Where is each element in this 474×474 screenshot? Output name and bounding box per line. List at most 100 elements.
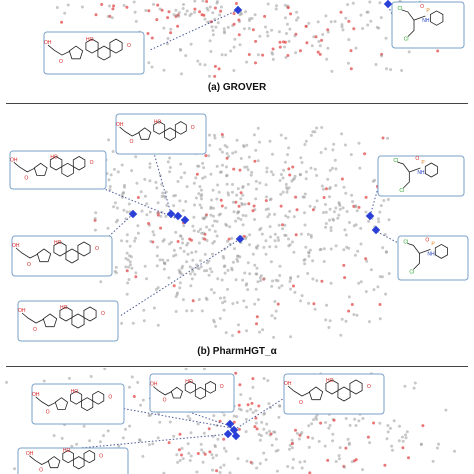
scatter-point-red [239,191,243,195]
scatter-point-gray [213,229,217,233]
ring-bond [170,386,183,399]
scatter-point-gray [288,443,292,447]
ring-bond [83,306,97,322]
scatter-point-gray [200,197,203,201]
molecule-card-phosphoramide-b2: PO NH Cl Cl [397,235,469,281]
scatter-point-gray [338,446,342,450]
scatter-point-gray [344,319,348,323]
scatter-point-gray [380,54,384,58]
scatter-point-gray [208,74,211,78]
scatter-point-gray [293,174,297,178]
scatter-point-gray [336,216,340,220]
scatter-point-gray [255,466,259,470]
leader-line [79,433,231,449]
scatter-point-red [339,10,343,14]
scatter-point-gray [352,313,356,317]
scatter-point-gray [357,141,361,145]
scatter-point-red [167,10,171,14]
scatter-point-gray [292,215,296,219]
scatter-point-gray [231,302,235,306]
molecule-box [377,155,465,197]
scatter-point-gray [240,12,244,16]
scatter-point-gray [337,454,341,458]
scatter-point-gray [226,191,230,195]
scatter-point-gray [248,243,251,247]
atom-label: OH [12,243,20,249]
molecule-box [31,383,125,425]
scatter-point-gray [209,213,213,217]
scatter-point-gray [346,3,350,6]
scatter-point-gray [185,309,189,313]
scatter-point-gray [181,237,184,241]
scatter-point-gray [166,258,170,262]
atom-label: O [101,311,105,317]
scatter-point-gray [232,414,236,418]
scatter-point-red [237,33,241,37]
scatter-point-gray [128,385,131,389]
scatter-point-gray [219,5,223,9]
scatter-point-gray [167,276,171,280]
atom-label: O [24,176,28,182]
scatter-point-gray [319,151,323,154]
scatter-point-gray [132,0,136,4]
scatter-point-gray [274,309,278,313]
scatter-point-gray [355,209,359,213]
scatter-point-gray [385,67,388,71]
atom-label: Cl [404,37,409,43]
scatter-point-gray [382,199,386,202]
chain-1 [407,243,431,254]
scatter-point-gray [333,158,337,162]
scatter-point-gray [147,61,151,65]
scatter-point-gray [307,301,311,305]
scatter-point-gray [264,252,268,256]
scatter-point-red [289,12,293,16]
scatter-point-red [366,435,370,439]
scatter-point-gray [234,150,238,154]
scatter-point-gray [404,433,407,437]
atom-label: HO [54,240,62,246]
scatter-point-gray [212,318,216,322]
scatter-point-gray [225,165,228,169]
atom-label: O [95,246,99,252]
scatter-point-gray [347,246,351,250]
scatter-point-gray [329,229,333,233]
scatter-point-gray [121,191,125,195]
scatter-point-gray [268,139,272,143]
scatter-point-gray [188,417,192,421]
scatter-point-red [291,165,295,169]
scatter-point-gray [313,205,317,209]
scatter-point-gray [217,190,221,194]
highlighted-point [180,215,190,225]
scatter-point-gray [228,225,232,229]
scatter-point-gray [284,16,287,20]
scatter-point-red [286,54,290,57]
scatter-point-gray [218,147,222,151]
ring-bond [153,121,166,135]
scatter-point-gray [136,380,140,384]
scatter-point-gray [250,170,254,174]
scatter-point-gray [186,414,190,418]
scatter-point-gray [244,430,248,434]
scatter-point-gray [172,194,176,198]
scatter-point-gray [326,30,330,34]
scatter-point-gray [143,264,147,268]
scatter-point-gray [108,185,112,188]
scatter-point-gray [386,198,390,201]
scatter-point-gray [334,206,338,210]
scatter-point-gray [253,263,257,267]
scatter-point-gray [205,6,209,10]
scatter-point-gray [160,183,164,186]
scatter-point-gray [265,166,269,170]
scatter-point-gray [226,268,230,272]
scatter-point-gray [215,197,219,201]
leader-line [369,180,381,217]
scatter-point-gray [279,173,283,176]
atom-label: HO [326,378,334,384]
scatter-point-gray [340,132,344,136]
scatter-point-gray [266,215,270,219]
highlighted-point [225,419,235,429]
scatter-point-gray [224,206,228,210]
scatter-point-gray [291,457,295,461]
